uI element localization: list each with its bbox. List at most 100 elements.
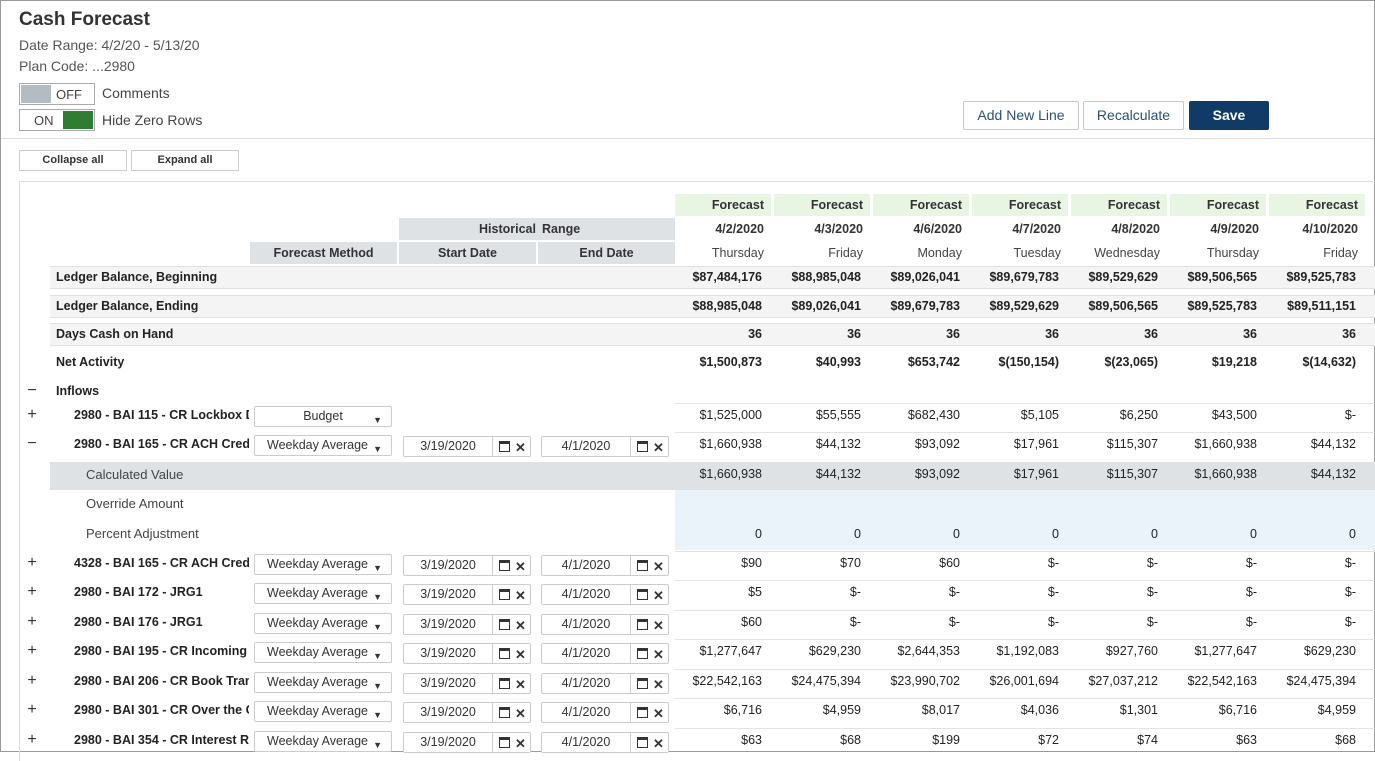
start-date-input[interactable]: 3/19/2020 ✕ — [403, 555, 531, 576]
end-date-input[interactable]: 4/1/2020 ✕ — [541, 614, 669, 635]
clear-icon[interactable]: ✕ — [653, 647, 664, 662]
expand-icon[interactable]: + — [27, 642, 37, 659]
expand-icon[interactable]: + — [27, 701, 37, 718]
clear-icon[interactable]: ✕ — [653, 706, 664, 721]
clear-icon[interactable]: ✕ — [515, 736, 526, 751]
start-date-input[interactable]: 3/19/2020 ✕ — [403, 673, 531, 694]
clear-icon[interactable]: ✕ — [653, 677, 664, 692]
expand-icon[interactable]: + — [27, 731, 37, 748]
forecast-column-label: Forecast — [909, 198, 962, 212]
end-date-input[interactable]: 4/1/2020 ✕ — [541, 732, 669, 753]
forecast-value-cell: $1,192,083 — [996, 644, 1059, 658]
start-date-input[interactable]: 3/19/2020 ✕ — [403, 643, 531, 664]
expand-icon[interactable]: + — [27, 406, 37, 423]
calendar-icon[interactable] — [637, 619, 648, 630]
expand-icon[interactable]: + — [27, 554, 37, 571]
forecast-method-select[interactable]: Weekday Average ▼ — [254, 583, 392, 604]
percent-adjustment-cell[interactable]: 0 — [1250, 527, 1257, 541]
calendar-icon[interactable] — [499, 441, 510, 452]
forecast-method-select[interactable]: Weekday Average ▼ — [254, 731, 392, 752]
end-date-input[interactable]: 4/1/2020 ✕ — [541, 643, 669, 664]
expand-icon[interactable]: + — [27, 583, 37, 600]
start-date-value: 3/19/2020 — [420, 439, 476, 453]
add-new-line-button[interactable]: Add New Line — [963, 101, 1079, 130]
forecast-method-select[interactable]: Weekday Average ▼ — [254, 642, 392, 663]
hide-zero-rows-toggle[interactable]: ON — [19, 109, 95, 131]
forecast-method-select[interactable]: Weekday Average ▼ — [254, 613, 392, 634]
calendar-icon[interactable] — [499, 589, 510, 600]
recalculate-button[interactable]: Recalculate — [1083, 101, 1184, 130]
start-date-input[interactable]: 3/19/2020 ✕ — [403, 584, 531, 605]
input-separator — [492, 703, 493, 722]
forecast-column-label: Forecast — [1107, 198, 1160, 212]
start-date-input[interactable]: 3/19/2020 ✕ — [403, 436, 531, 457]
collapse-icon[interactable]: − — [27, 435, 37, 452]
end-date-input[interactable]: 4/1/2020 ✕ — [541, 673, 669, 694]
calendar-icon[interactable] — [499, 619, 510, 630]
forecast-method-select[interactable]: Weekday Average ▼ — [254, 435, 392, 456]
override-input-area[interactable] — [675, 490, 1375, 550]
start-date-value: 3/19/2020 — [420, 676, 476, 690]
clear-icon[interactable]: ✕ — [653, 736, 664, 751]
end-date-input[interactable]: 4/1/2020 ✕ — [541, 436, 669, 457]
calendar-icon[interactable] — [499, 707, 510, 718]
calendar-icon[interactable] — [637, 707, 648, 718]
forecast-method-select[interactable]: Weekday Average ▼ — [254, 554, 392, 575]
calendar-icon[interactable] — [499, 737, 510, 748]
save-button[interactable]: Save — [1189, 101, 1269, 130]
forecast-method-select[interactable]: Budget ▼ — [254, 406, 392, 427]
percent-adjustment-cell[interactable]: 0 — [755, 527, 762, 541]
calendar-icon[interactable] — [637, 441, 648, 452]
expand-icon[interactable]: + — [27, 613, 37, 630]
forecast-column-day: Friday — [1323, 246, 1358, 260]
forecast-value-cell: $68 — [1335, 733, 1356, 747]
inflows-collapse-icon[interactable]: − — [27, 382, 37, 399]
forecast-value-cell: $- — [1344, 408, 1356, 422]
clear-icon[interactable]: ✕ — [515, 559, 526, 574]
clear-icon[interactable]: ✕ — [653, 559, 664, 574]
collapse-all-button[interactable]: Collapse all — [19, 150, 127, 171]
start-date-input[interactable]: 3/19/2020 ✕ — [403, 702, 531, 723]
end-date-input[interactable]: 4/1/2020 ✕ — [541, 555, 669, 576]
comments-toggle[interactable]: OFF — [19, 83, 95, 105]
clear-icon[interactable]: ✕ — [515, 706, 526, 721]
clear-icon[interactable]: ✕ — [653, 440, 664, 455]
input-separator — [492, 585, 493, 604]
percent-adjustment-cell[interactable]: 0 — [1052, 527, 1059, 541]
calendar-icon[interactable] — [637, 560, 648, 571]
clear-icon[interactable]: ✕ — [515, 440, 526, 455]
calendar-icon[interactable] — [637, 737, 648, 748]
page-title: Cash Forecast — [19, 9, 150, 30]
calendar-icon[interactable] — [637, 678, 648, 689]
clear-icon[interactable]: ✕ — [515, 588, 526, 603]
summary-cell: $88,985,048 — [692, 299, 762, 313]
percent-adjustment-cell[interactable]: 0 — [1349, 527, 1356, 541]
end-date-input[interactable]: 4/1/2020 ✕ — [541, 584, 669, 605]
calculated-value-label: Calculated Value — [86, 467, 184, 482]
clear-icon[interactable]: ✕ — [515, 618, 526, 633]
calculated-value-cell: $44,132 — [1310, 467, 1356, 481]
calendar-icon[interactable] — [499, 648, 510, 659]
clear-icon[interactable]: ✕ — [515, 677, 526, 692]
calendar-icon[interactable] — [499, 560, 510, 571]
start-date-input[interactable]: 3/19/2020 ✕ — [403, 732, 531, 753]
calendar-icon[interactable] — [499, 678, 510, 689]
clear-icon[interactable]: ✕ — [653, 618, 664, 633]
forecast-method-select[interactable]: Weekday Average ▼ — [254, 672, 392, 693]
percent-adjustment-cell[interactable]: 0 — [854, 527, 861, 541]
calendar-icon[interactable] — [637, 589, 648, 600]
percent-adjustment-cell[interactable]: 0 — [953, 527, 960, 541]
chevron-down-icon: ▼ — [373, 444, 382, 454]
expand-all-button[interactable]: Expand all — [131, 150, 239, 171]
range-label: Range — [542, 222, 581, 236]
clear-icon[interactable]: ✕ — [515, 647, 526, 662]
percent-adjustment-cell[interactable]: 0 — [1151, 527, 1158, 541]
expand-icon[interactable]: + — [27, 672, 37, 689]
clear-icon[interactable]: ✕ — [653, 588, 664, 603]
calendar-icon[interactable] — [637, 648, 648, 659]
end-date-input[interactable]: 4/1/2020 ✕ — [541, 702, 669, 723]
forecast-value-cell: $- — [948, 585, 960, 599]
start-date-input[interactable]: 3/19/2020 ✕ — [403, 614, 531, 635]
forecast-method-select[interactable]: Weekday Average ▼ — [254, 701, 392, 722]
forecast-value-cell: $115,307 — [1106, 437, 1158, 451]
